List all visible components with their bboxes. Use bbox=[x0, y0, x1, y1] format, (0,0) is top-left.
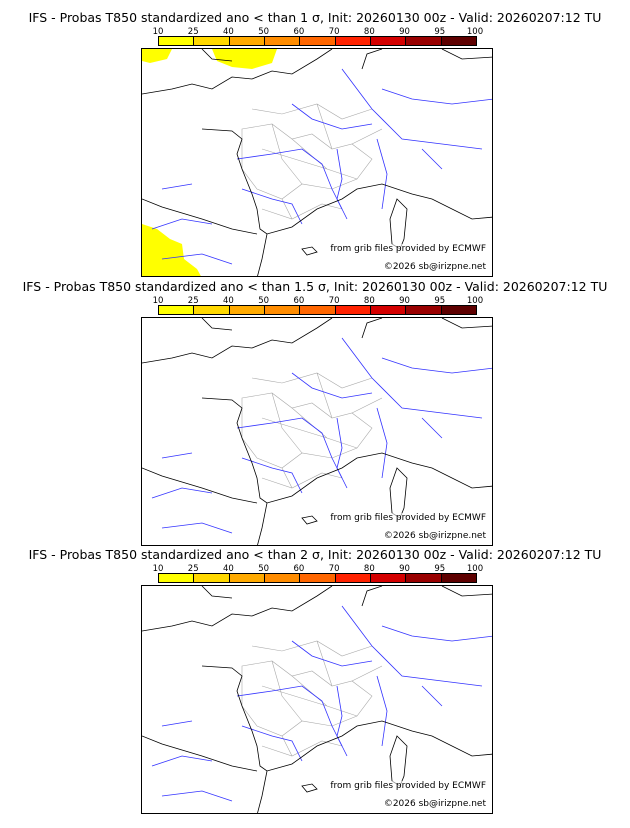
rivers bbox=[151, 605, 492, 802]
colorbar-segment bbox=[264, 37, 301, 45]
colorbar-ticks: 10 25 40 50 60 70 80 90 95 100 bbox=[153, 27, 484, 37]
map-drawing bbox=[142, 586, 492, 813]
colorbar-tick-label: 50 bbox=[258, 296, 270, 306]
colorbar-tick-label: 100 bbox=[466, 296, 484, 306]
colorbar-segment bbox=[300, 574, 336, 582]
colorbar bbox=[158, 36, 477, 46]
source-credit: from grib files provided by ECMWF bbox=[330, 513, 486, 523]
colorbar bbox=[158, 573, 477, 583]
colorbar-segment bbox=[159, 574, 195, 582]
colorbar-segment bbox=[335, 306, 371, 314]
colorbar-segment bbox=[370, 574, 407, 582]
colorbar-tick-label: 50 bbox=[258, 27, 270, 37]
panel-title: IFS - Probas T850 standardized ano < tha… bbox=[28, 10, 602, 25]
copyright-credit: ©2026 sb@irizpne.net bbox=[383, 799, 486, 809]
colorbar-segment bbox=[406, 37, 442, 45]
colorbar-tick-label: 95 bbox=[434, 564, 446, 574]
colorbar-tick-label: 90 bbox=[399, 564, 410, 574]
colorbar-ticks: 10 25 40 50 60 70 80 90 95 100 bbox=[153, 564, 484, 574]
colorbar-tick-label: 70 bbox=[328, 564, 340, 574]
colorbar-tick-label: 50 bbox=[258, 564, 270, 574]
colorbar-segment bbox=[264, 306, 301, 314]
colorbar-segment bbox=[335, 574, 371, 582]
colorbar-ticks: 10 25 40 50 60 70 80 90 95 100 bbox=[153, 296, 484, 306]
colorbar-segment bbox=[194, 306, 230, 314]
colorbar-tick-label: 90 bbox=[399, 27, 410, 37]
colorbar-tick-label: 25 bbox=[187, 564, 199, 574]
colorbar-tick-label: 70 bbox=[328, 27, 340, 37]
map-area[interactable]: from grib files provided by ECMWF ©2026 … bbox=[141, 585, 493, 814]
colorbar-segment bbox=[370, 306, 407, 314]
copyright-credit: ©2026 sb@irizpne.net bbox=[383, 531, 486, 541]
colorbar-tick-label: 40 bbox=[223, 296, 234, 306]
colorbar-segment bbox=[441, 306, 476, 314]
colorbar-tick-label: 60 bbox=[293, 296, 305, 306]
colorbar-tick-label: 40 bbox=[223, 27, 234, 37]
colorbar-tick-label: 100 bbox=[466, 564, 484, 574]
colorbar-segment bbox=[229, 574, 265, 582]
coastline bbox=[142, 49, 492, 276]
colorbar-segment bbox=[335, 37, 371, 45]
map-panel-2: IFS - Probas T850 standardized ano < tha… bbox=[0, 269, 630, 546]
colorbar-tick-label: 60 bbox=[293, 27, 305, 37]
colorbar bbox=[158, 305, 477, 315]
admin-borders bbox=[241, 103, 383, 220]
colorbar-tick-label: 60 bbox=[293, 564, 305, 574]
colorbar-tick-label: 90 bbox=[399, 296, 410, 306]
panel-title: IFS - Probas T850 standardized ano < tha… bbox=[22, 279, 608, 294]
colorbar-segment bbox=[300, 306, 336, 314]
colorbar-tick-label: 10 bbox=[152, 564, 164, 574]
map-panel-3: IFS - Probas T850 standardized ano < tha… bbox=[0, 537, 630, 814]
colorbar-tick-label: 100 bbox=[466, 27, 484, 37]
coastline bbox=[142, 318, 492, 545]
colorbar-segment bbox=[229, 37, 265, 45]
rivers bbox=[151, 337, 492, 534]
map-area[interactable]: from grib files provided by ECMWF ©2026 … bbox=[141, 317, 493, 546]
source-credit: from grib files provided by ECMWF bbox=[330, 244, 486, 254]
colorbar-tick-label: 25 bbox=[187, 27, 199, 37]
colorbar-tick-label: 80 bbox=[363, 564, 375, 574]
colorbar-segment bbox=[441, 574, 476, 582]
colorbar-segment bbox=[159, 37, 195, 45]
source-credit: from grib files provided by ECMWF bbox=[330, 781, 486, 791]
map-panel-1: IFS - Probas T850 standardized ano < tha… bbox=[0, 0, 630, 277]
admin-borders bbox=[241, 372, 383, 489]
probability-areas bbox=[142, 49, 277, 276]
colorbar-segment bbox=[229, 306, 265, 314]
colorbar-tick-label: 95 bbox=[434, 27, 446, 37]
colorbar-tick-label: 80 bbox=[363, 296, 375, 306]
rivers bbox=[151, 68, 492, 265]
colorbar-tick-label: 95 bbox=[434, 296, 446, 306]
colorbar-tick-label: 70 bbox=[328, 296, 340, 306]
colorbar-tick-label: 40 bbox=[223, 564, 234, 574]
admin-borders bbox=[241, 640, 383, 757]
colorbar-segment bbox=[264, 574, 301, 582]
colorbar-tick-label: 10 bbox=[152, 27, 164, 37]
map-area[interactable]: from grib files provided by ECMWF ©2026 … bbox=[141, 48, 493, 277]
panel-title: IFS - Probas T850 standardized ano < tha… bbox=[28, 547, 602, 562]
colorbar-tick-label: 25 bbox=[187, 296, 199, 306]
colorbar-segment bbox=[370, 37, 407, 45]
colorbar-segment bbox=[441, 37, 476, 45]
map-drawing bbox=[142, 318, 492, 545]
colorbar-segment bbox=[159, 306, 195, 314]
colorbar-segment bbox=[406, 574, 442, 582]
colorbar-segment bbox=[406, 306, 442, 314]
colorbar-segment bbox=[194, 574, 230, 582]
copyright-credit: ©2026 sb@irizpne.net bbox=[383, 262, 486, 272]
map-drawing bbox=[142, 49, 492, 276]
colorbar-tick-label: 80 bbox=[363, 27, 375, 37]
colorbar-segment bbox=[300, 37, 336, 45]
coastline bbox=[142, 586, 492, 813]
colorbar-segment bbox=[194, 37, 230, 45]
colorbar-tick-label: 10 bbox=[152, 296, 164, 306]
